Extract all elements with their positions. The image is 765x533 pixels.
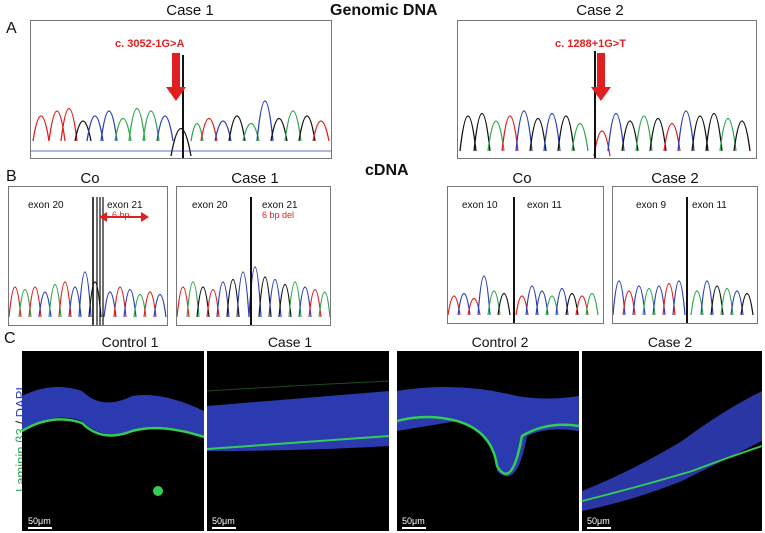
- case2-cdna-title: Case 2: [651, 170, 699, 187]
- control1-scale-label: 50μm: [28, 516, 51, 526]
- genomic-dna-heading: Genomic DNA: [330, 2, 438, 19]
- case1-scale-label: 50μm: [212, 516, 235, 526]
- case2-genomic-title: Case 2: [576, 2, 624, 19]
- case1-micro-title: Case 1: [267, 334, 313, 350]
- co2-cdna-trace: [448, 197, 599, 323]
- co1-cdna-title: Co: [80, 170, 100, 187]
- case1-exon-right: exon 21: [262, 200, 298, 211]
- co2-cdna-title: Co: [512, 170, 532, 187]
- panel-c-letter: C: [4, 330, 16, 347]
- co1-6bp-note: 6 bp: [112, 210, 130, 220]
- control2-image: [397, 387, 579, 477]
- co1-cdna-chromatogram: [8, 186, 168, 326]
- case2-scale-label: 50μm: [587, 516, 610, 526]
- case2-genomic-mutation-label: c. 1288+1G>T: [555, 38, 626, 50]
- case2-scale-bar: [587, 527, 611, 529]
- case1-scale-bar: [212, 527, 236, 529]
- case2-cdna-trace: [613, 197, 754, 323]
- case2-cdna-chromatogram: [612, 186, 758, 324]
- case1-6bp-del-note: 6 bp del: [262, 210, 295, 220]
- co1-cdna-trace: [9, 197, 167, 325]
- case1-cdna-trace: [177, 197, 330, 325]
- case2-genomic-chromatogram: [457, 20, 757, 159]
- case2-exon-right: exon 11: [692, 200, 727, 211]
- co1-exon-right: exon 21: [107, 200, 143, 211]
- case1-micrograph: [207, 351, 389, 531]
- case1-cdna-title: Case 1: [231, 170, 279, 187]
- co1-exon-left: exon 20: [28, 200, 64, 211]
- case1-exon-left: exon 20: [192, 200, 228, 211]
- control1-micrograph: [22, 351, 204, 531]
- control1-scale-bar: [28, 527, 52, 529]
- control1-title: Control 1: [101, 334, 159, 350]
- control2-title: Control 2: [471, 334, 529, 350]
- case1-image: [207, 380, 389, 451]
- control1-image: [22, 387, 204, 496]
- case1-genomic-title: Case 1: [166, 2, 214, 19]
- case2-exon-left: exon 9: [636, 200, 667, 211]
- case2-genomic-trace: [459, 51, 751, 158]
- co2-exon-left: exon 10: [462, 200, 498, 211]
- case1-genomic-mutation-label: c. 3052-1G>A: [115, 38, 185, 50]
- co2-cdna-chromatogram: [447, 186, 604, 324]
- case2-micro-title: Case 2: [647, 334, 693, 350]
- co2-exon-right: exon 11: [527, 200, 562, 211]
- case2-image: [582, 391, 762, 511]
- case1-genomic-trace: [31, 53, 331, 158]
- panel-a-letter: A: [6, 20, 17, 37]
- case1-cdna-chromatogram: [176, 186, 331, 326]
- control2-scale-label: 50μm: [402, 516, 425, 526]
- control2-micrograph: [397, 351, 579, 531]
- case1-genomic-chromatogram: [30, 20, 332, 159]
- cdna-heading: cDNA: [365, 162, 409, 179]
- case2-micrograph: [582, 351, 762, 531]
- control2-scale-bar: [402, 527, 426, 529]
- panel-b-letter: B: [6, 168, 17, 185]
